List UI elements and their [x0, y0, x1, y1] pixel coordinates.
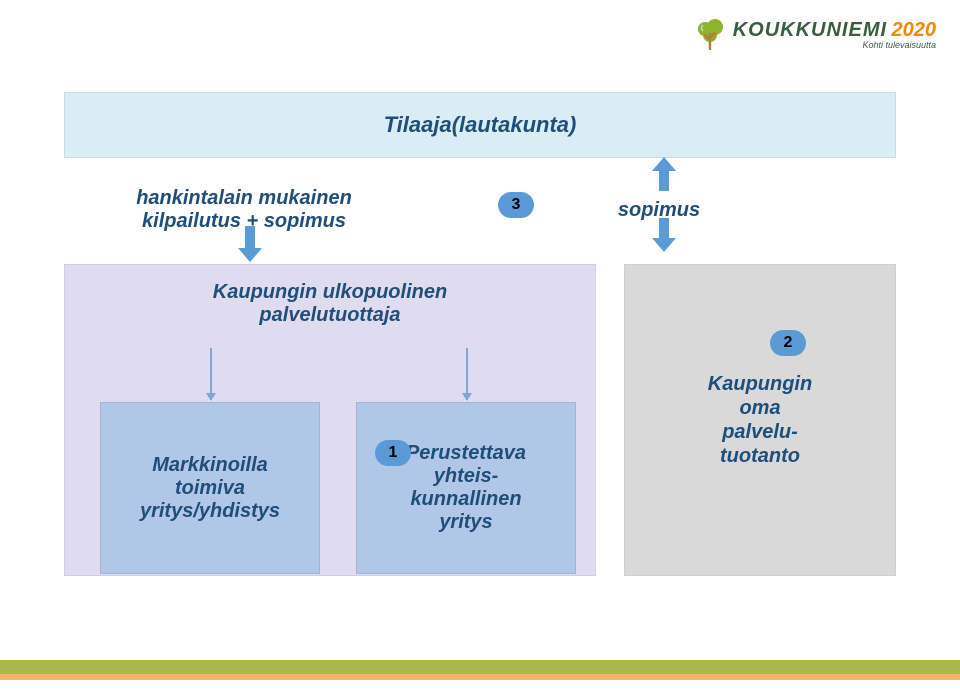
arrow-down-left-icon: [238, 226, 262, 262]
brand-logo: KOUKKUNIEMI 2020 Kohti tulevaisuutta: [693, 16, 936, 50]
top-bar-label: Tilaaja(lautakunta): [384, 112, 577, 138]
logo-subtitle: Kohti tulevaisuutta: [733, 41, 936, 50]
slide-root: KOUKKUNIEMI 2020 Kohti tulevaisuutta Til…: [0, 0, 960, 694]
badge-2-label: 2: [784, 334, 793, 352]
badge-1-label: 1: [389, 444, 398, 462]
market-company-box: Markkinoillatoimivayritys/yhdistys: [100, 402, 320, 574]
top-bar: Tilaaja(lautakunta): [64, 92, 896, 158]
market-company-label: Markkinoillatoimivayritys/yhdistys: [140, 454, 280, 523]
external-provider-title: Kaupungin ulkopuolinenpalvelutuottaja: [65, 265, 595, 327]
thin-arrow-left-icon: [210, 348, 212, 400]
logo-main: KOUKKUNIEMI: [733, 19, 887, 41]
logo-text: KOUKKUNIEMI 2020 Kohti tulevaisuutta: [733, 20, 936, 50]
arrow-down-right-icon: [652, 218, 676, 252]
arrow-up-right-icon: [652, 157, 676, 191]
badge-1: 1: [375, 440, 411, 466]
own-production-box: Kaupunginomapalvelu-tuotanto: [624, 264, 896, 576]
badge-3-label: 3: [512, 196, 521, 214]
tree-icon: [693, 16, 727, 50]
social-enterprise-label: Perustettavayhteis-kunnallinenyritys: [406, 442, 526, 534]
sub-row: hankintalain mukainenkilpailutus + sopim…: [64, 170, 894, 250]
badge-3: 3: [498, 192, 534, 218]
social-enterprise-box: Perustettavayhteis-kunnallinenyritys: [356, 402, 576, 574]
badge-2: 2: [770, 330, 806, 356]
logo-year: 2020: [892, 19, 937, 41]
thin-arrow-right-icon: [466, 348, 468, 400]
footer-bar-olive: [0, 660, 960, 674]
own-production-label: Kaupunginomapalvelu-tuotanto: [708, 372, 812, 468]
footer-bar-orange: [0, 674, 960, 680]
